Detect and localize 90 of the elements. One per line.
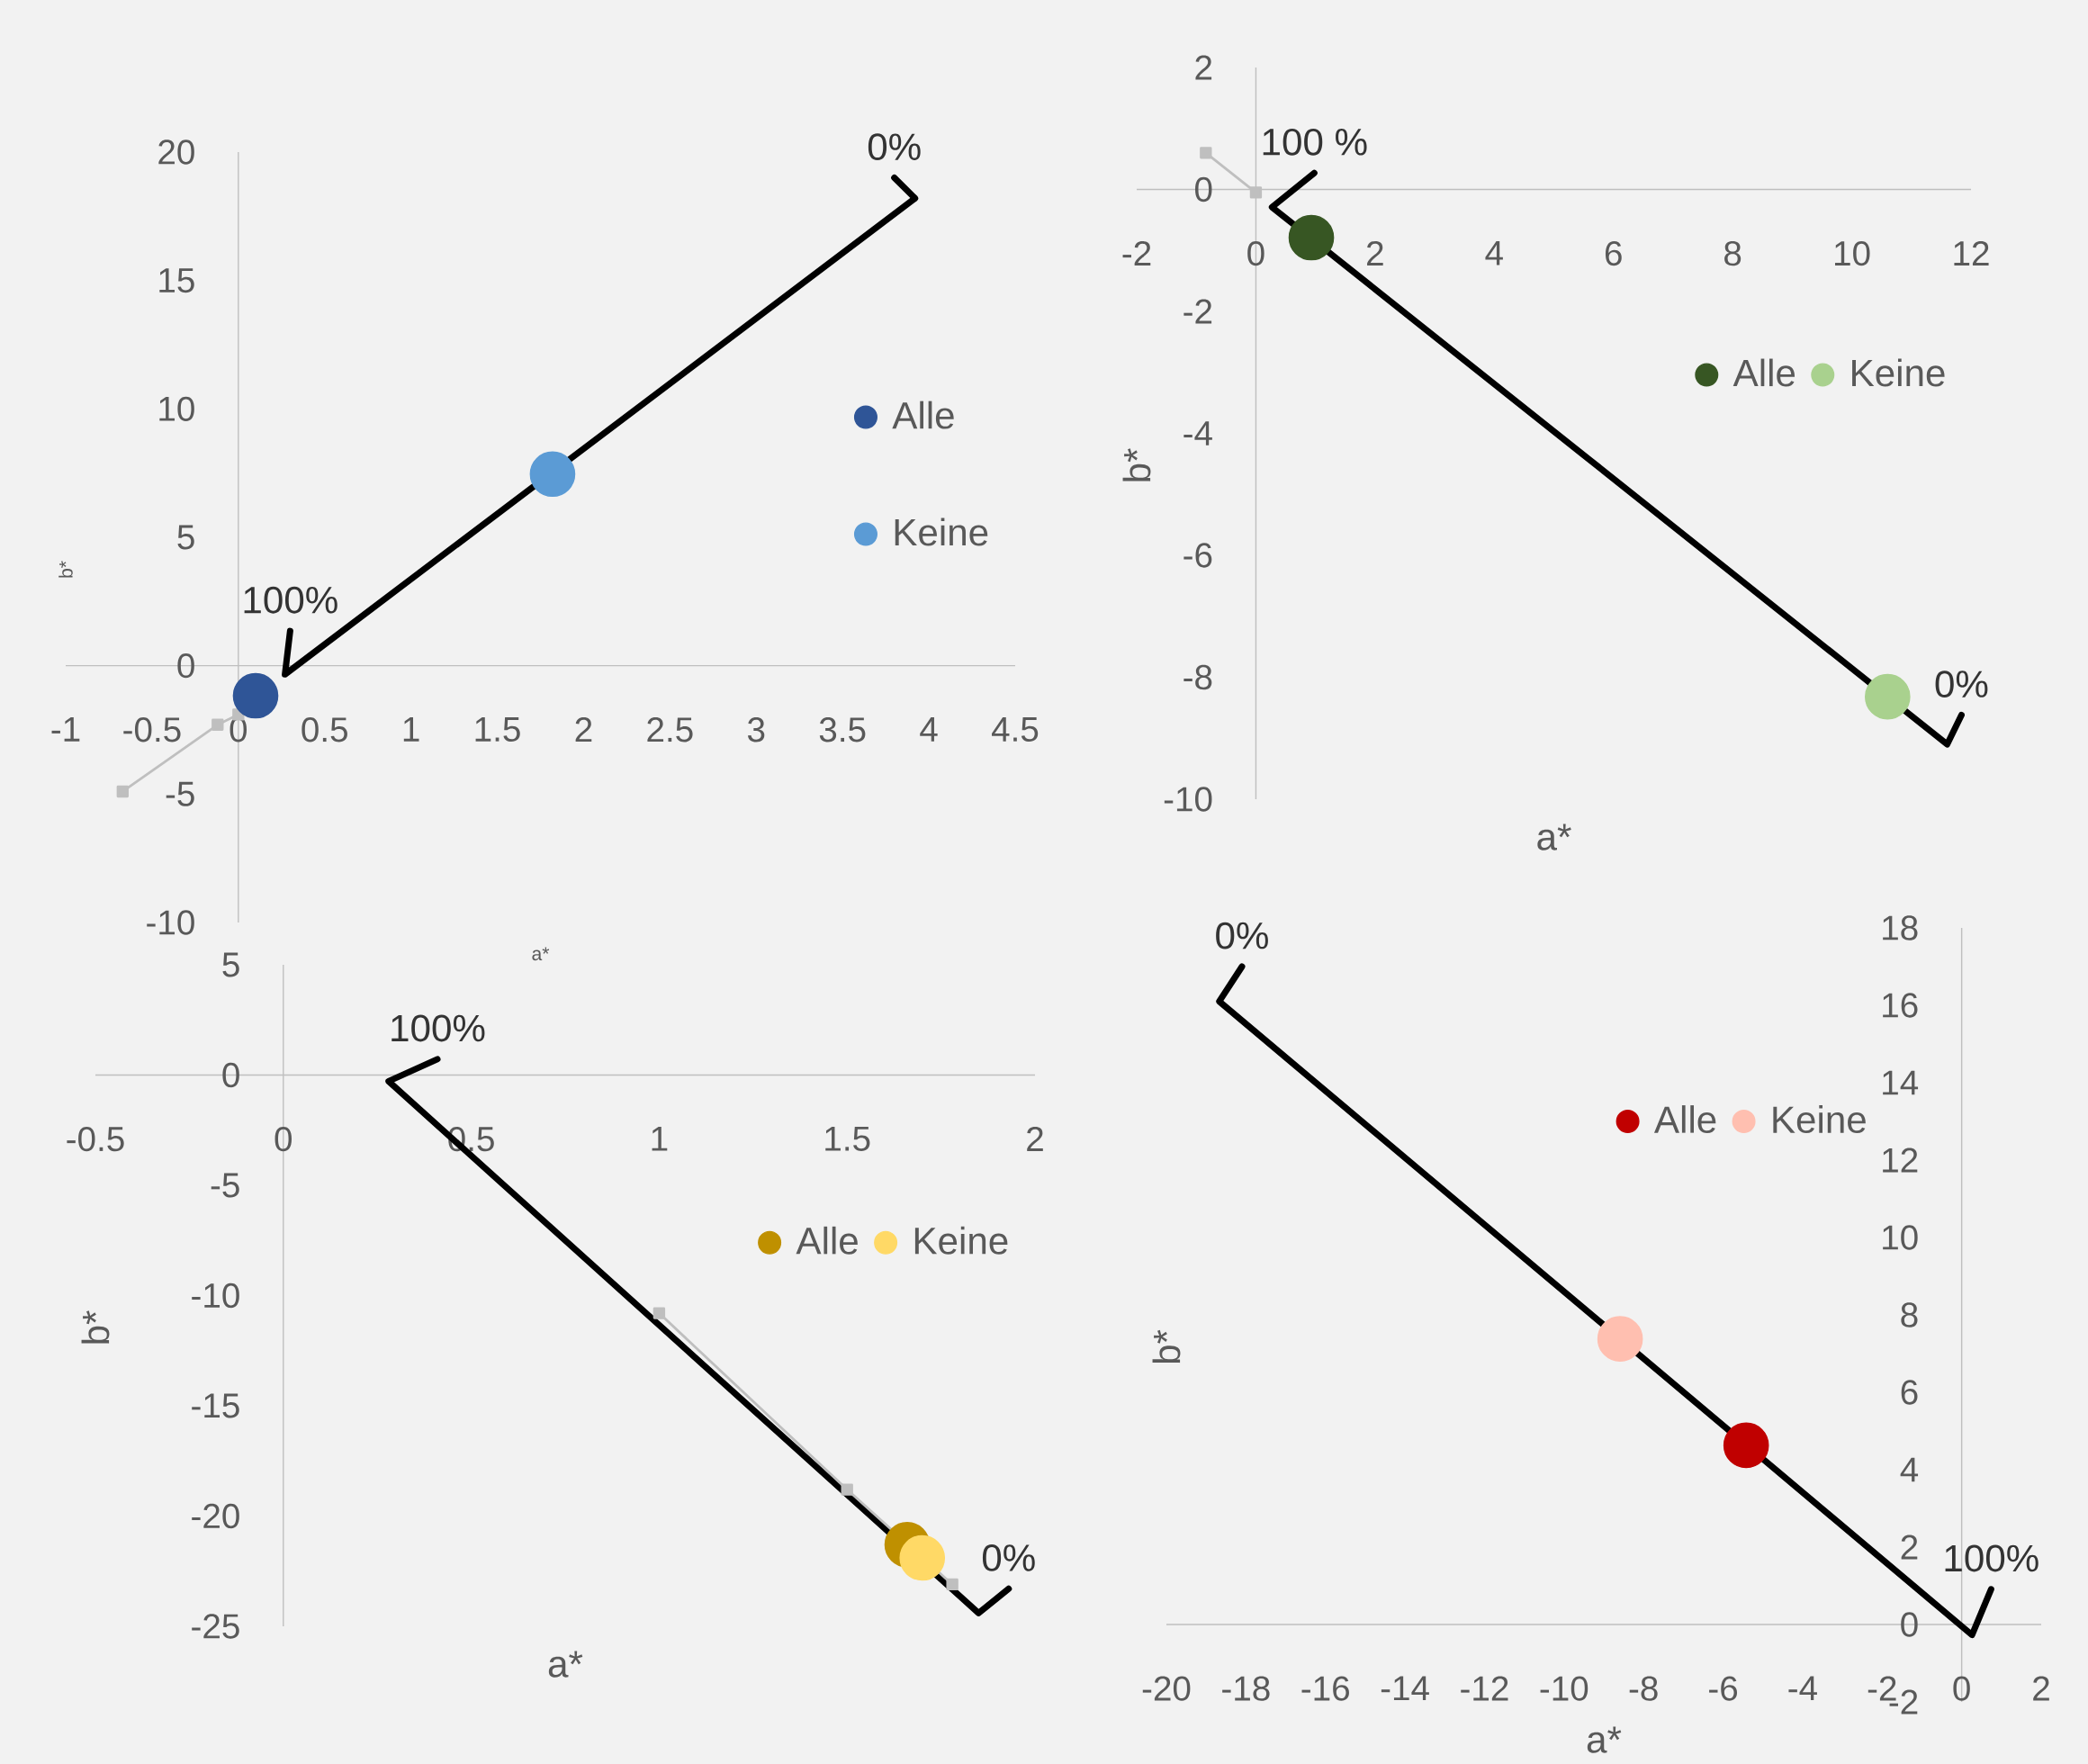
annotation: 100% — [1945, 1544, 2038, 1572]
annotation: 0% — [1216, 922, 1268, 950]
x-tick-label: -10 — [1540, 1676, 1588, 1701]
x-tick-label: -0.5 — [123, 717, 181, 742]
y-axis-title: b* — [1152, 1329, 1181, 1364]
x-tick-label: 2 — [2033, 1676, 2049, 1701]
x-tick-label: 2 — [1367, 240, 1383, 266]
y-tick-label: 12 — [1883, 1148, 1918, 1173]
y-axis-title: b* — [1122, 448, 1151, 482]
x-tick-label: 0 — [274, 1126, 292, 1152]
x-axis-title: a* — [1587, 1726, 1622, 1753]
annotation: 100% — [244, 586, 338, 614]
y-tick-label: 2 — [1195, 55, 1212, 80]
x-tick-label: -14 — [1381, 1676, 1429, 1700]
y-tick-label: -10 — [147, 910, 194, 935]
x-tick-label: 2.5 — [647, 717, 693, 742]
x-tick-label: 3 — [748, 717, 765, 742]
x-tick-label: 12 — [1954, 240, 1989, 266]
x-tick-label: 4 — [1485, 240, 1503, 266]
legend-label: Alle — [1653, 1105, 1716, 1134]
y-axis-title: b* — [81, 1310, 110, 1344]
y-tick-label: 10 — [1883, 1225, 1918, 1250]
y-tick-label: 4 — [1900, 1457, 1919, 1482]
x-tick-label: 2 — [1027, 1126, 1043, 1151]
legend-label: Alle — [1732, 358, 1796, 387]
x-tick-label: 4.5 — [991, 717, 1039, 742]
y-tick-label: 15 — [159, 268, 194, 293]
y-tick-label: 5 — [222, 952, 239, 977]
y-axis-title: b* — [58, 561, 73, 578]
x-tick-label: 10 — [1835, 240, 1870, 266]
y-tick-label: -6 — [1184, 543, 1212, 568]
x-tick-label: -20 — [1142, 1676, 1191, 1701]
x-tick-label: 0 — [1247, 240, 1264, 266]
y-tick-label: 5 — [177, 525, 194, 550]
y-tick-label: 0 — [1195, 176, 1212, 202]
y-tick-label: -4 — [1184, 421, 1212, 446]
legend-label: Keine — [914, 1226, 1008, 1255]
x-tick-label: -2 — [1122, 240, 1151, 266]
x-tick-label: -16 — [1301, 1676, 1349, 1701]
y-tick-label: -5 — [166, 781, 194, 806]
x-tick-label: 3.5 — [819, 717, 866, 742]
annotation: 100 % — [1263, 128, 1367, 156]
y-tick-label: 6 — [1901, 1380, 1918, 1405]
x-tick-label: -18 — [1222, 1676, 1270, 1701]
y-tick-label: -10 — [1164, 787, 1212, 812]
x-axis-title: a* — [548, 1651, 583, 1678]
y-tick-label: 8 — [1901, 1302, 1918, 1328]
y-tick-label: 18 — [1883, 915, 1918, 940]
x-tick-label: 2 — [575, 717, 592, 742]
x-tick-label: 1 — [403, 717, 419, 742]
x-tick-label: 1.5 — [475, 717, 520, 742]
annotation: 0% — [868, 133, 921, 161]
x-tick-label: 8 — [1724, 240, 1742, 266]
x-tick-label: -4 — [1788, 1676, 1817, 1700]
y-tick-label: -10 — [192, 1282, 239, 1309]
x-tick-label: 4 — [920, 717, 938, 742]
y-tick-label: -5 — [211, 1173, 239, 1198]
legend-label: Alle — [796, 1226, 858, 1255]
x-tick-label: 0.5 — [302, 717, 347, 742]
y-tick-label: -25 — [192, 1614, 239, 1639]
x-tick-label: 1.5 — [825, 1126, 870, 1151]
legend-label: Keine — [895, 518, 988, 546]
y-tick-label: 0 — [1901, 1612, 1918, 1637]
legend-label: Keine — [1773, 1105, 1866, 1134]
y-tick-label: -15 — [192, 1393, 239, 1418]
y-tick-label: 0 — [177, 653, 194, 679]
annotation: 0% — [982, 1544, 1035, 1571]
y-tick-label: 0 — [222, 1062, 239, 1088]
y-tick-label: 10 — [159, 396, 194, 422]
x-tick-label: -1 — [51, 717, 80, 742]
annotation: 100% — [392, 1014, 485, 1042]
y-tick-label: 2 — [1901, 1534, 1918, 1560]
x-tick-label: -8 — [1629, 1676, 1658, 1701]
y-tick-label: -2 — [1184, 299, 1212, 324]
legend-label: Keine — [1852, 358, 1945, 387]
x-tick-label: 1 — [652, 1126, 668, 1151]
y-tick-label: -20 — [192, 1503, 239, 1529]
x-tick-label: 6 — [1605, 240, 1622, 266]
y-tick-label: 16 — [1883, 993, 1918, 1018]
annotation: 0% — [1935, 670, 1988, 698]
x-axis-title: a* — [532, 947, 550, 961]
y-tick-label: 20 — [158, 140, 194, 165]
legend-label: Alle — [892, 400, 954, 429]
x-tick-label: 0 — [1953, 1676, 1970, 1701]
y-tick-label: -8 — [1184, 664, 1212, 690]
x-tick-label: -12 — [1461, 1676, 1508, 1701]
x-axis-title: a* — [1537, 824, 1571, 850]
y-tick-label: 14 — [1883, 1070, 1919, 1095]
x-tick-label: -6 — [1709, 1676, 1738, 1701]
x-tick-label: -0.5 — [67, 1126, 124, 1152]
